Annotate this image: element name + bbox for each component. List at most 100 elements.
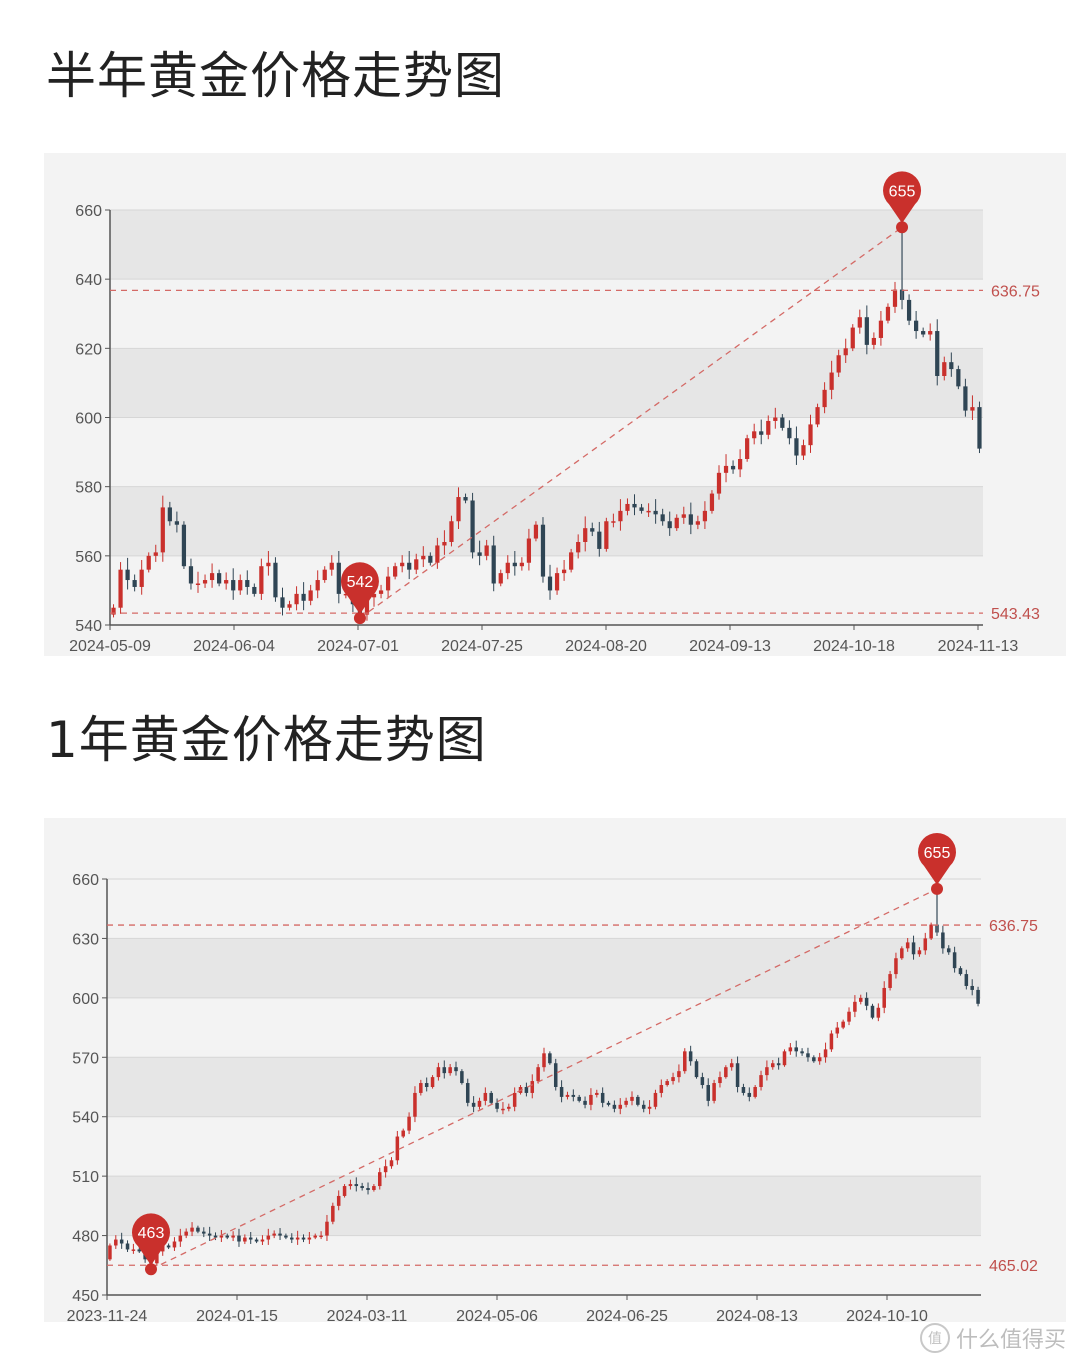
candle-body	[576, 542, 581, 553]
x-tick-label: 2023-11-24	[67, 1308, 148, 1322]
candle-body	[618, 510, 623, 522]
candle-body	[639, 507, 644, 511]
candle-body	[808, 424, 813, 446]
candle-body	[436, 1067, 441, 1078]
candle-body	[590, 528, 595, 532]
candle-body	[892, 289, 898, 307]
watermark-text: 什么值得买	[955, 1328, 1066, 1353]
y-tick-label: 640	[75, 272, 102, 289]
candle-body	[505, 562, 510, 574]
candle-body	[921, 331, 926, 335]
candle-body	[243, 1237, 247, 1242]
candle-body	[139, 569, 144, 587]
grid-band	[110, 555, 983, 625]
candle-body	[483, 1092, 488, 1101]
candle-body	[646, 510, 651, 513]
candle-body	[463, 497, 468, 501]
candle-body	[759, 431, 764, 435]
candle-body	[160, 1245, 165, 1252]
x-tick-label: 2024-08-13	[716, 1308, 798, 1322]
candle-body	[188, 566, 194, 584]
candle-body	[308, 590, 313, 601]
candle-body	[782, 1051, 787, 1066]
candle-body	[259, 566, 264, 594]
candle-body	[465, 1083, 470, 1103]
candle-body	[119, 1239, 124, 1244]
min-marker-label: 463	[138, 1225, 165, 1242]
candle-body	[835, 1027, 840, 1034]
candle-body	[498, 573, 503, 584]
candle-body	[847, 1011, 851, 1022]
candle-body	[272, 1233, 276, 1236]
y-tick-label: 540	[75, 618, 102, 635]
candle-body	[372, 1186, 376, 1191]
candle-body	[665, 1081, 669, 1086]
candle-body	[800, 1051, 804, 1054]
candle-body	[970, 407, 975, 411]
y-tick-label: 580	[75, 480, 102, 497]
grid-band	[110, 210, 983, 280]
trend-line	[150, 888, 938, 1270]
y-tick-label: 560	[75, 549, 102, 566]
candle-body	[366, 1188, 370, 1191]
x-tick-label: 2024-09-13	[689, 638, 771, 655]
grid-band	[107, 938, 981, 998]
candle-body	[313, 1235, 317, 1238]
candle-body	[454, 1067, 458, 1072]
candle-body	[213, 1235, 218, 1238]
candle-body	[315, 580, 320, 591]
max-marker-label: 655	[924, 845, 951, 862]
candle-body	[612, 1104, 617, 1109]
candle-body	[477, 1100, 482, 1107]
candle-body	[780, 417, 785, 428]
candle-body	[343, 593, 348, 596]
candle-body	[674, 517, 679, 529]
candle-body	[914, 320, 919, 332]
candle-body	[519, 562, 524, 567]
candle-body	[166, 1245, 171, 1248]
candle-body	[548, 1053, 552, 1064]
candle-body	[301, 593, 306, 601]
max-point-dot	[931, 882, 944, 895]
candle-body	[829, 1033, 834, 1050]
y-tick-label: 660	[75, 203, 102, 220]
y-tick-label: 600	[72, 991, 99, 1008]
candle-body	[111, 607, 116, 615]
candle-body	[336, 1195, 341, 1206]
candle-body	[419, 1083, 423, 1093]
candle-body	[771, 1063, 775, 1068]
candle-body	[647, 1106, 652, 1109]
watermark: 值 什么值得买	[919, 1322, 1066, 1354]
candle-body	[224, 580, 229, 584]
candle-body	[225, 1235, 230, 1238]
candle-body	[822, 389, 827, 408]
half-year-candlestick-chart: 540 560 580 600 620 640 660 2024-05-09 2024-06-0…	[69, 171, 1040, 655]
max-marker-pin-icon	[918, 833, 957, 885]
candle-body	[231, 580, 236, 591]
candle-body	[442, 542, 447, 546]
y-tick-label: 630	[72, 931, 99, 948]
candle-body	[718, 1077, 722, 1084]
reference-line-label: 636.75	[989, 918, 1038, 935]
candle-body	[491, 545, 496, 584]
candle-body	[864, 997, 869, 1006]
x-tick-label: 2024-05-09	[69, 638, 151, 655]
candle-body	[850, 327, 855, 349]
candle-body	[301, 1237, 306, 1240]
candle-body	[181, 524, 187, 567]
candle-body	[524, 1087, 529, 1093]
candle-body	[864, 317, 869, 345]
candle-body	[542, 1053, 546, 1068]
candle-body	[766, 420, 771, 435]
one-year-chart-panel: 450 480 510 540 570 600 630 660 2023-11-24 2024-0…	[44, 818, 1066, 1325]
candle-body	[741, 1087, 746, 1093]
x-tick-label: 2024-06-04	[193, 638, 275, 655]
candle-body	[195, 583, 201, 585]
candle-body	[765, 1067, 769, 1076]
candle-body	[294, 593, 299, 605]
candle-body	[178, 1235, 183, 1242]
y-tick-label: 600	[75, 411, 102, 428]
candle-body	[260, 1239, 265, 1242]
candle-body	[853, 1001, 857, 1012]
candle-body	[659, 1085, 664, 1093]
